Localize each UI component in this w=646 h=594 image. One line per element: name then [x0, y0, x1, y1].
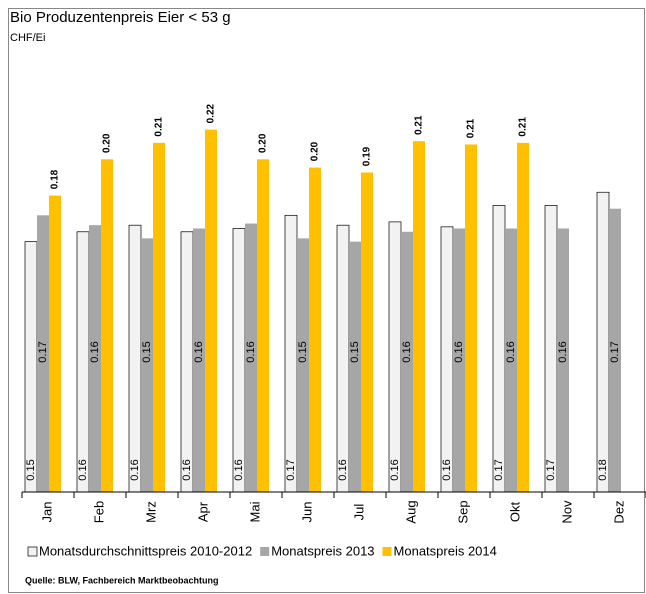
- data-label: 0.19: [362, 146, 373, 166]
- x-tick-label: Jul: [351, 504, 366, 521]
- chart-title: Bio Produzentenpreis Eier < 53 g: [10, 9, 231, 26]
- data-label: 0.16: [77, 459, 89, 480]
- data-label: 0.21: [518, 117, 529, 137]
- x-tick-label: Feb: [91, 501, 106, 523]
- bar: [101, 159, 113, 492]
- bar: [128, 224, 142, 493]
- legend-label: Monatspreis 2014: [394, 543, 497, 558]
- data-label: 0.17: [545, 459, 557, 480]
- data-label: 0.20: [258, 133, 269, 153]
- data-label: 0.16: [129, 459, 141, 480]
- bar: [89, 225, 101, 492]
- bar: [401, 231, 413, 493]
- bar: [609, 208, 621, 492]
- bar: [37, 215, 49, 492]
- data-label: 0.16: [245, 341, 257, 362]
- data-label: 0.21: [414, 115, 425, 135]
- data-label: 0.16: [89, 341, 101, 362]
- bar: [413, 141, 425, 492]
- data-label: 0.16: [233, 459, 245, 480]
- data-label: 0.16: [193, 341, 205, 362]
- bar: [544, 205, 558, 493]
- source-note: Quelle: BLW, Fachbereich Marktbeobachtun…: [25, 575, 219, 585]
- data-label: 0.20: [310, 141, 321, 161]
- bar: [492, 205, 506, 493]
- x-tick-label: Nov: [559, 500, 574, 524]
- bar: [453, 228, 465, 493]
- bar: [505, 228, 517, 493]
- bar: [297, 238, 309, 492]
- bar: [232, 228, 246, 493]
- data-label: 0.18: [597, 459, 609, 480]
- data-label: 0.21: [154, 117, 165, 137]
- bar: [349, 241, 361, 492]
- bar: [205, 129, 217, 492]
- data-label: 0.15: [297, 341, 309, 362]
- frame: [8, 8, 645, 593]
- x-tick-label: Apr: [195, 501, 210, 522]
- bar: [284, 214, 298, 493]
- data-label: 0.17: [493, 459, 505, 480]
- bar: [257, 159, 269, 492]
- legend-swatch: [27, 546, 38, 557]
- x-tick-label: Aug: [403, 500, 418, 523]
- data-label: 0.22: [206, 103, 217, 123]
- bar: [336, 224, 350, 493]
- bar: [517, 142, 529, 492]
- data-label: 0.15: [25, 459, 37, 480]
- data-label: 0.15: [141, 341, 153, 362]
- data-label: 0.16: [181, 459, 193, 480]
- legend-swatch: [260, 547, 270, 556]
- data-label: 0.16: [441, 459, 453, 480]
- bar: [596, 191, 610, 493]
- data-label: 0.17: [609, 341, 621, 362]
- bar: [180, 231, 194, 493]
- data-label: 0.20: [102, 133, 113, 153]
- legend-label: Monatspreis 2013: [271, 543, 374, 558]
- x-tick-label: Okt: [507, 502, 522, 523]
- data-label: 0.17: [285, 459, 297, 480]
- bar: [49, 195, 61, 493]
- bar: [24, 241, 38, 493]
- bar: [440, 226, 454, 493]
- x-tick-label: Dez: [611, 500, 626, 523]
- bar: [76, 231, 90, 493]
- x-tick-label: Jan: [39, 502, 54, 523]
- data-label: 0.21: [466, 118, 477, 138]
- x-tick-label: Mrz: [143, 501, 158, 523]
- legend-label: Monatsdurchschnittspreis 2010-2012: [39, 543, 252, 558]
- x-tick-label: Jun: [299, 502, 314, 523]
- data-label: 0.16: [389, 459, 401, 480]
- bar: [153, 142, 165, 492]
- legend-swatch: [382, 547, 392, 556]
- data-label: 0.16: [505, 341, 517, 362]
- bar: [141, 238, 153, 492]
- bar: [309, 167, 321, 492]
- data-label: 0.16: [557, 341, 569, 362]
- bar: [557, 228, 569, 493]
- bar: [193, 228, 205, 493]
- bar: [361, 172, 373, 492]
- data-label: 0.18: [50, 169, 61, 189]
- data-label: 0.17: [37, 341, 49, 362]
- data-label: 0.16: [337, 459, 349, 480]
- data-label: 0.16: [453, 341, 465, 362]
- chart-subtitle: CHF/Ei: [10, 32, 45, 44]
- bar: [465, 144, 477, 492]
- x-tick-label: Mai: [247, 501, 262, 522]
- data-label: 0.15: [349, 341, 361, 362]
- data-label: 0.16: [401, 341, 413, 362]
- bar: [245, 223, 257, 492]
- bar: [388, 221, 402, 493]
- x-tick-label: Sep: [455, 500, 470, 523]
